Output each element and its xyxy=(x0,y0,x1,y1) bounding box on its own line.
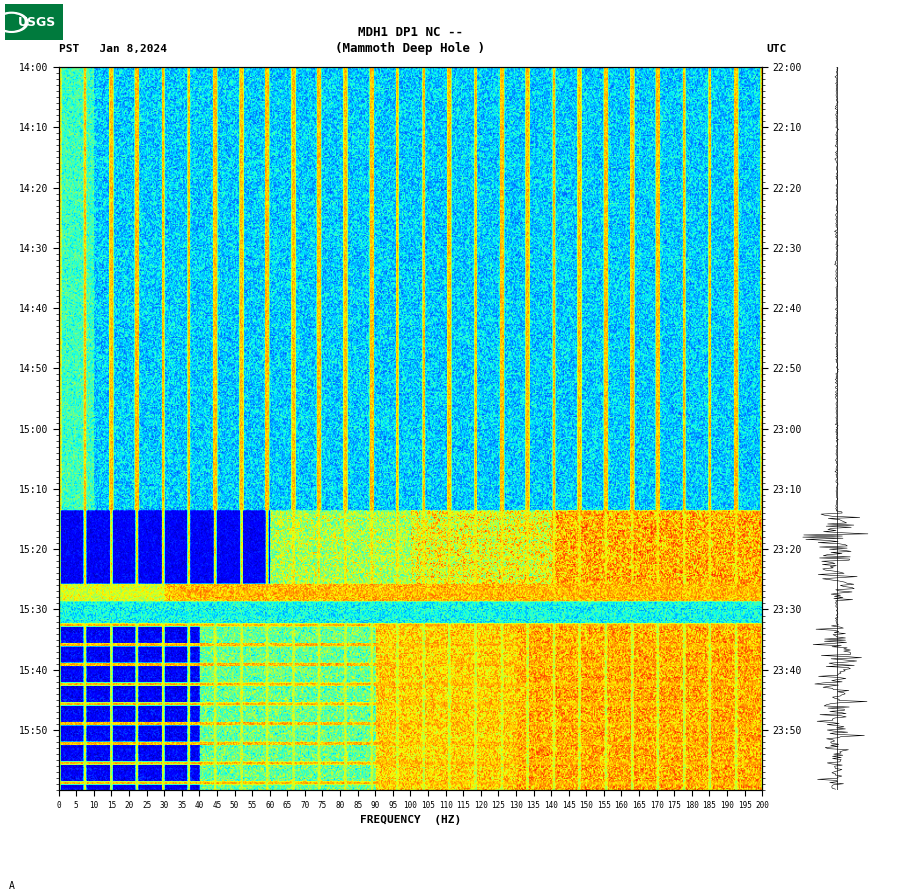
Text: A: A xyxy=(9,880,15,890)
Circle shape xyxy=(0,13,28,32)
Text: (Mammoth Deep Hole ): (Mammoth Deep Hole ) xyxy=(336,42,485,54)
Text: USGS: USGS xyxy=(18,16,56,29)
X-axis label: FREQUENCY  (HZ): FREQUENCY (HZ) xyxy=(360,815,461,825)
Text: MDH1 DP1 NC --: MDH1 DP1 NC -- xyxy=(358,26,463,38)
Text: UTC: UTC xyxy=(767,44,787,54)
Circle shape xyxy=(0,14,24,30)
Text: PST   Jan 8,2024: PST Jan 8,2024 xyxy=(59,44,167,54)
